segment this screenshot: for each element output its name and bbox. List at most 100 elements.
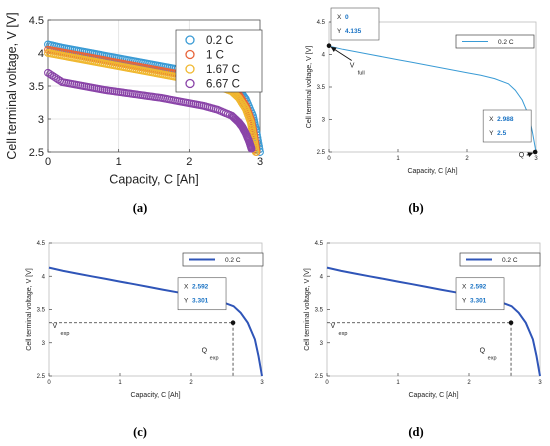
y-tick-label: 2.5	[315, 374, 324, 380]
x-tick-label: 3	[260, 380, 264, 386]
x-tick-label: 2	[465, 156, 469, 162]
datatip-marker	[508, 320, 514, 326]
legend: 0.2 C	[459, 252, 541, 267]
y-tick-label: 4.5	[37, 241, 46, 247]
y-tick-label: 3.5	[317, 85, 326, 91]
legend-box	[459, 252, 541, 267]
y-axis-label: Cell terminal voltage, V [V]	[306, 46, 313, 129]
y-axis-label: Cell terminal voltage, V [V]	[26, 268, 33, 351]
y-axis-label: Cell terminal voltage, V [V]	[5, 12, 19, 159]
x-tick-label: 0	[47, 380, 51, 386]
data-point	[52, 74, 61, 83]
datatip-box	[455, 277, 505, 311]
x-tick-label: 2	[186, 156, 192, 168]
y-tick-label: 4.5	[29, 15, 44, 27]
y-tick-label: 3	[320, 341, 324, 347]
legend-box	[175, 29, 263, 93]
y-tick-label: 4	[42, 274, 46, 280]
panel-caption-a: (a)	[133, 201, 148, 215]
x-tick-label: 0	[45, 156, 51, 168]
x-tick-label: 0	[325, 380, 329, 386]
legend-box	[182, 252, 264, 267]
datatip-marker	[532, 149, 538, 155]
data-point	[50, 72, 59, 81]
datatip: X 0Y 4.135	[326, 7, 380, 49]
datatip-y-key: Y	[489, 130, 494, 137]
chart-d: 0 1 2 3 2.5 3 3.5 4 4.5 Capacity, C [Ah] Cell term…	[304, 241, 542, 399]
x-tick-label: 2	[189, 380, 193, 386]
annotation-label: V	[331, 323, 336, 330]
data-point	[247, 144, 256, 153]
legend-marker	[185, 35, 195, 45]
y-tick-label: 4	[322, 53, 326, 59]
legend-marker	[185, 64, 195, 74]
datatip-box	[330, 7, 380, 41]
annotation-arrowhead	[330, 46, 337, 52]
annotation-subscript: exp	[210, 356, 219, 362]
y-axis-label: Cell terminal voltage, V [V]	[304, 268, 311, 351]
legend-marker	[185, 78, 195, 89]
datatip-box	[482, 109, 532, 143]
y-tick-label: 3.5	[37, 308, 46, 314]
legend-label: 1 C	[206, 50, 224, 62]
y-tick-label: 3	[38, 114, 44, 126]
annotation-label: Q	[519, 152, 525, 159]
annotation: Q	[519, 152, 534, 159]
datatip-x-value: 2.592	[192, 284, 209, 291]
annotation-subscript: full	[358, 71, 365, 77]
y-tick-label: 3	[42, 341, 46, 347]
x-tick-label: 2	[467, 380, 471, 386]
y-tick-label: 4	[320, 274, 324, 280]
annotation-subscript: exp	[488, 356, 497, 362]
annotation-label: V	[350, 63, 355, 70]
datatip-marker	[326, 43, 332, 49]
datatip-y-value: 4.135	[345, 28, 362, 35]
series-line	[328, 45, 537, 153]
annotation-label: V	[53, 323, 58, 330]
x-tick-label: 1	[116, 156, 122, 168]
legend: 0.2 C 1 C 1.67 C 6.67 C	[175, 29, 263, 93]
x-tick-label: 3	[534, 156, 538, 162]
y-tick-label: 4	[38, 48, 44, 60]
x-axis-label: Capacity, C [Ah]	[109, 173, 198, 187]
x-tick-label: 0	[327, 156, 331, 162]
x-tick-label: 3	[257, 156, 263, 168]
y-tick-label: 3	[322, 118, 326, 124]
datatip-y-key: Y	[337, 28, 342, 35]
legend-label: 1.67 C	[206, 64, 240, 76]
annotation-arrowhead	[527, 152, 534, 158]
data-point	[46, 70, 54, 79]
x-tick-label: 1	[396, 380, 400, 386]
y-tick-label: 2.5	[29, 147, 44, 159]
y-tick-label: 4.5	[317, 20, 326, 26]
datatip-x-value: 0	[345, 14, 349, 21]
chart-b: 0 1 2 3 2.5 3 3.5 4 4.5 Capacity, C [Ah] Cell term…	[306, 7, 538, 175]
y-tick-label: 2.5	[37, 374, 46, 380]
legend-label: 0.2 C	[498, 39, 514, 46]
panel-caption-d: (d)	[408, 425, 423, 439]
legend-box	[455, 34, 535, 49]
datatip-y-value: 2.5	[497, 130, 506, 137]
legend-label: 0.2 C	[225, 257, 241, 264]
panel-caption-b: (b)	[408, 201, 423, 215]
datatip-x-key: X	[462, 284, 467, 291]
annotation-label: Q	[202, 348, 208, 355]
annotation-arrow	[331, 47, 352, 61]
y-tick-label: 4.5	[315, 241, 324, 247]
datatip-x-key: X	[489, 116, 494, 123]
data-point	[44, 68, 52, 77]
x-tick-label: 1	[396, 156, 400, 162]
panel-caption-c: (c)	[133, 425, 147, 439]
legend-label: 0.2 C	[502, 257, 518, 264]
data-point	[256, 148, 264, 156]
annotation-subscript: exp	[61, 331, 70, 337]
datatip-x-key: X	[184, 284, 189, 291]
datatip-y-key: Y	[184, 298, 189, 305]
datatip-y-value: 3.301	[470, 298, 487, 305]
legend-label: 0.2 C	[206, 35, 234, 47]
